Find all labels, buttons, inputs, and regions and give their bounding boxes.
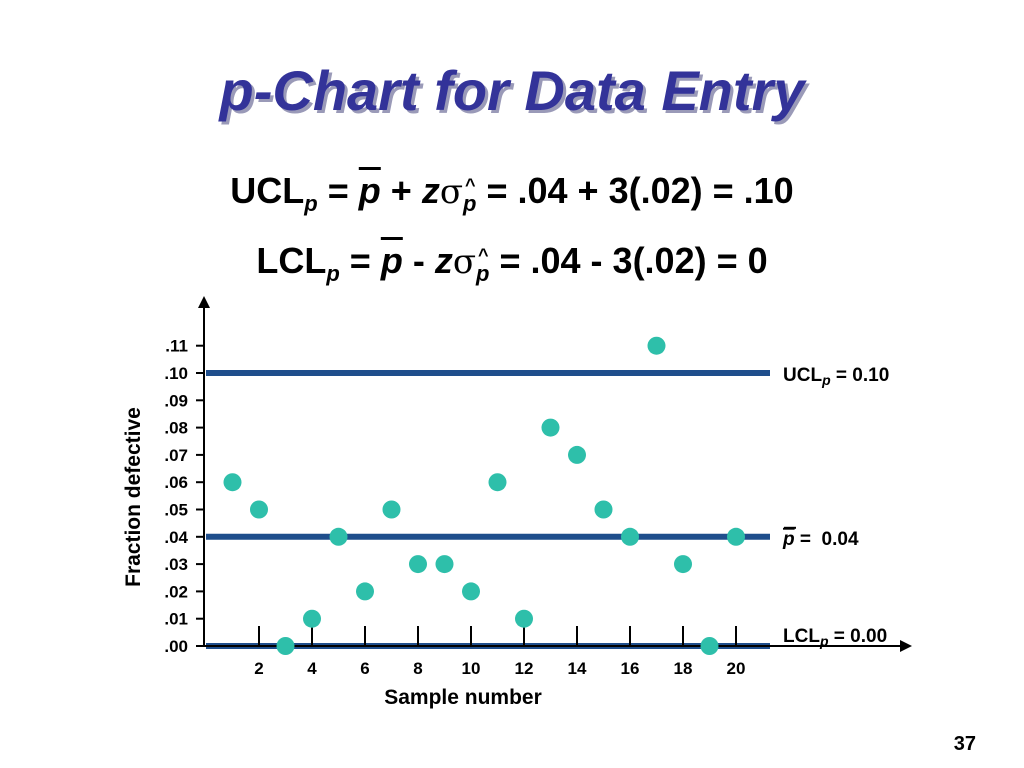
lcl-formula-op: - bbox=[402, 240, 435, 281]
y-tick-label: .03 bbox=[164, 555, 188, 574]
lcl-formula-sub: p bbox=[326, 261, 340, 286]
data-point bbox=[250, 500, 268, 519]
x-axis-label: Sample number bbox=[384, 686, 542, 709]
x-axis-arrow bbox=[900, 640, 912, 652]
y-axis-label: Fraction defective bbox=[122, 407, 145, 587]
data-point bbox=[356, 582, 374, 601]
data-point bbox=[594, 500, 613, 519]
x-tick-label: 8 bbox=[413, 659, 422, 678]
data-point bbox=[488, 473, 507, 492]
x-tick-label: 4 bbox=[307, 659, 317, 678]
y-tick-label: .06 bbox=[164, 473, 188, 492]
x-tick-label: 2 bbox=[254, 659, 263, 678]
lcl-formula-rhs: = .04 - 3(.02) = 0 bbox=[489, 240, 768, 281]
x-tick-label: 16 bbox=[621, 659, 640, 678]
ucl-formula-rhs: = .04 + 3(.02) = .10 bbox=[476, 170, 794, 211]
y-tick-label: .04 bbox=[164, 528, 188, 547]
x-tick-label: 18 bbox=[674, 659, 693, 678]
slide-title: p-Chart for Data Entry bbox=[219, 59, 805, 122]
data-point bbox=[674, 555, 692, 574]
lcl-formula-phat: p bbox=[476, 245, 489, 287]
data-point bbox=[462, 582, 480, 601]
lcl-formula-sigma: σ bbox=[452, 242, 477, 282]
y-axis-arrow bbox=[198, 296, 210, 308]
ucl-formula-eq: = bbox=[317, 170, 359, 211]
ucl-formula-lhs: UCL bbox=[230, 170, 305, 211]
ucl-formula: UCLp = p + zσp = .04 + 3(.02) = .10 bbox=[0, 170, 1024, 217]
y-tick-label: .07 bbox=[164, 446, 188, 465]
y-tick-label: .02 bbox=[164, 582, 188, 601]
control-line-label-ucl: UCLp = 0.10 bbox=[783, 365, 889, 388]
ucl-formula-op: + bbox=[380, 170, 422, 211]
ucl-formula-pbar: p bbox=[358, 170, 381, 211]
lcl-formula: LCLp = p - zσp = .04 - 3(.02) = 0 bbox=[0, 240, 1024, 287]
x-tick-label: 12 bbox=[515, 659, 534, 678]
lcl-formula-pbar: p bbox=[380, 240, 403, 281]
data-point bbox=[647, 336, 666, 355]
data-point bbox=[621, 527, 639, 546]
lcl-formula-eq: = bbox=[339, 240, 381, 281]
y-tick-label: .09 bbox=[164, 391, 188, 410]
y-tick-label: .08 bbox=[164, 419, 188, 438]
ucl-formula-z: z bbox=[421, 170, 440, 211]
x-tick-label: 10 bbox=[462, 659, 481, 678]
data-point bbox=[727, 527, 745, 546]
control-line-label-center: p = 0.04 bbox=[782, 529, 859, 550]
y-tick-label: .05 bbox=[164, 501, 188, 520]
data-point bbox=[223, 473, 242, 492]
lcl-formula-lhs: LCL bbox=[256, 240, 327, 281]
ucl-formula-sigma: σ bbox=[439, 172, 464, 212]
data-point bbox=[329, 527, 348, 546]
x-tick-label: 14 bbox=[568, 659, 587, 678]
control-line-label-lcl: LCLp = 0.00 bbox=[783, 626, 887, 649]
data-point bbox=[541, 418, 560, 437]
ucl-formula-phat: p bbox=[463, 175, 476, 217]
lcl-formula-z: z bbox=[434, 240, 453, 281]
ucl-formula-sub: p bbox=[304, 191, 318, 216]
x-tick-label: 20 bbox=[727, 659, 746, 678]
y-tick-label: .11 bbox=[165, 337, 188, 356]
y-tick-label: .01 bbox=[164, 610, 188, 629]
data-point bbox=[382, 500, 401, 519]
data-point bbox=[409, 555, 427, 574]
y-tick-label: .00 bbox=[164, 637, 188, 656]
x-tick-label: 6 bbox=[360, 659, 369, 678]
data-point bbox=[276, 637, 295, 655]
data-point bbox=[515, 609, 533, 628]
data-point bbox=[303, 609, 321, 628]
y-tick-label: .10 bbox=[164, 364, 188, 383]
page-number: 37 bbox=[953, 733, 976, 755]
data-point bbox=[568, 445, 586, 464]
data-point bbox=[435, 555, 454, 574]
data-point bbox=[700, 637, 719, 655]
